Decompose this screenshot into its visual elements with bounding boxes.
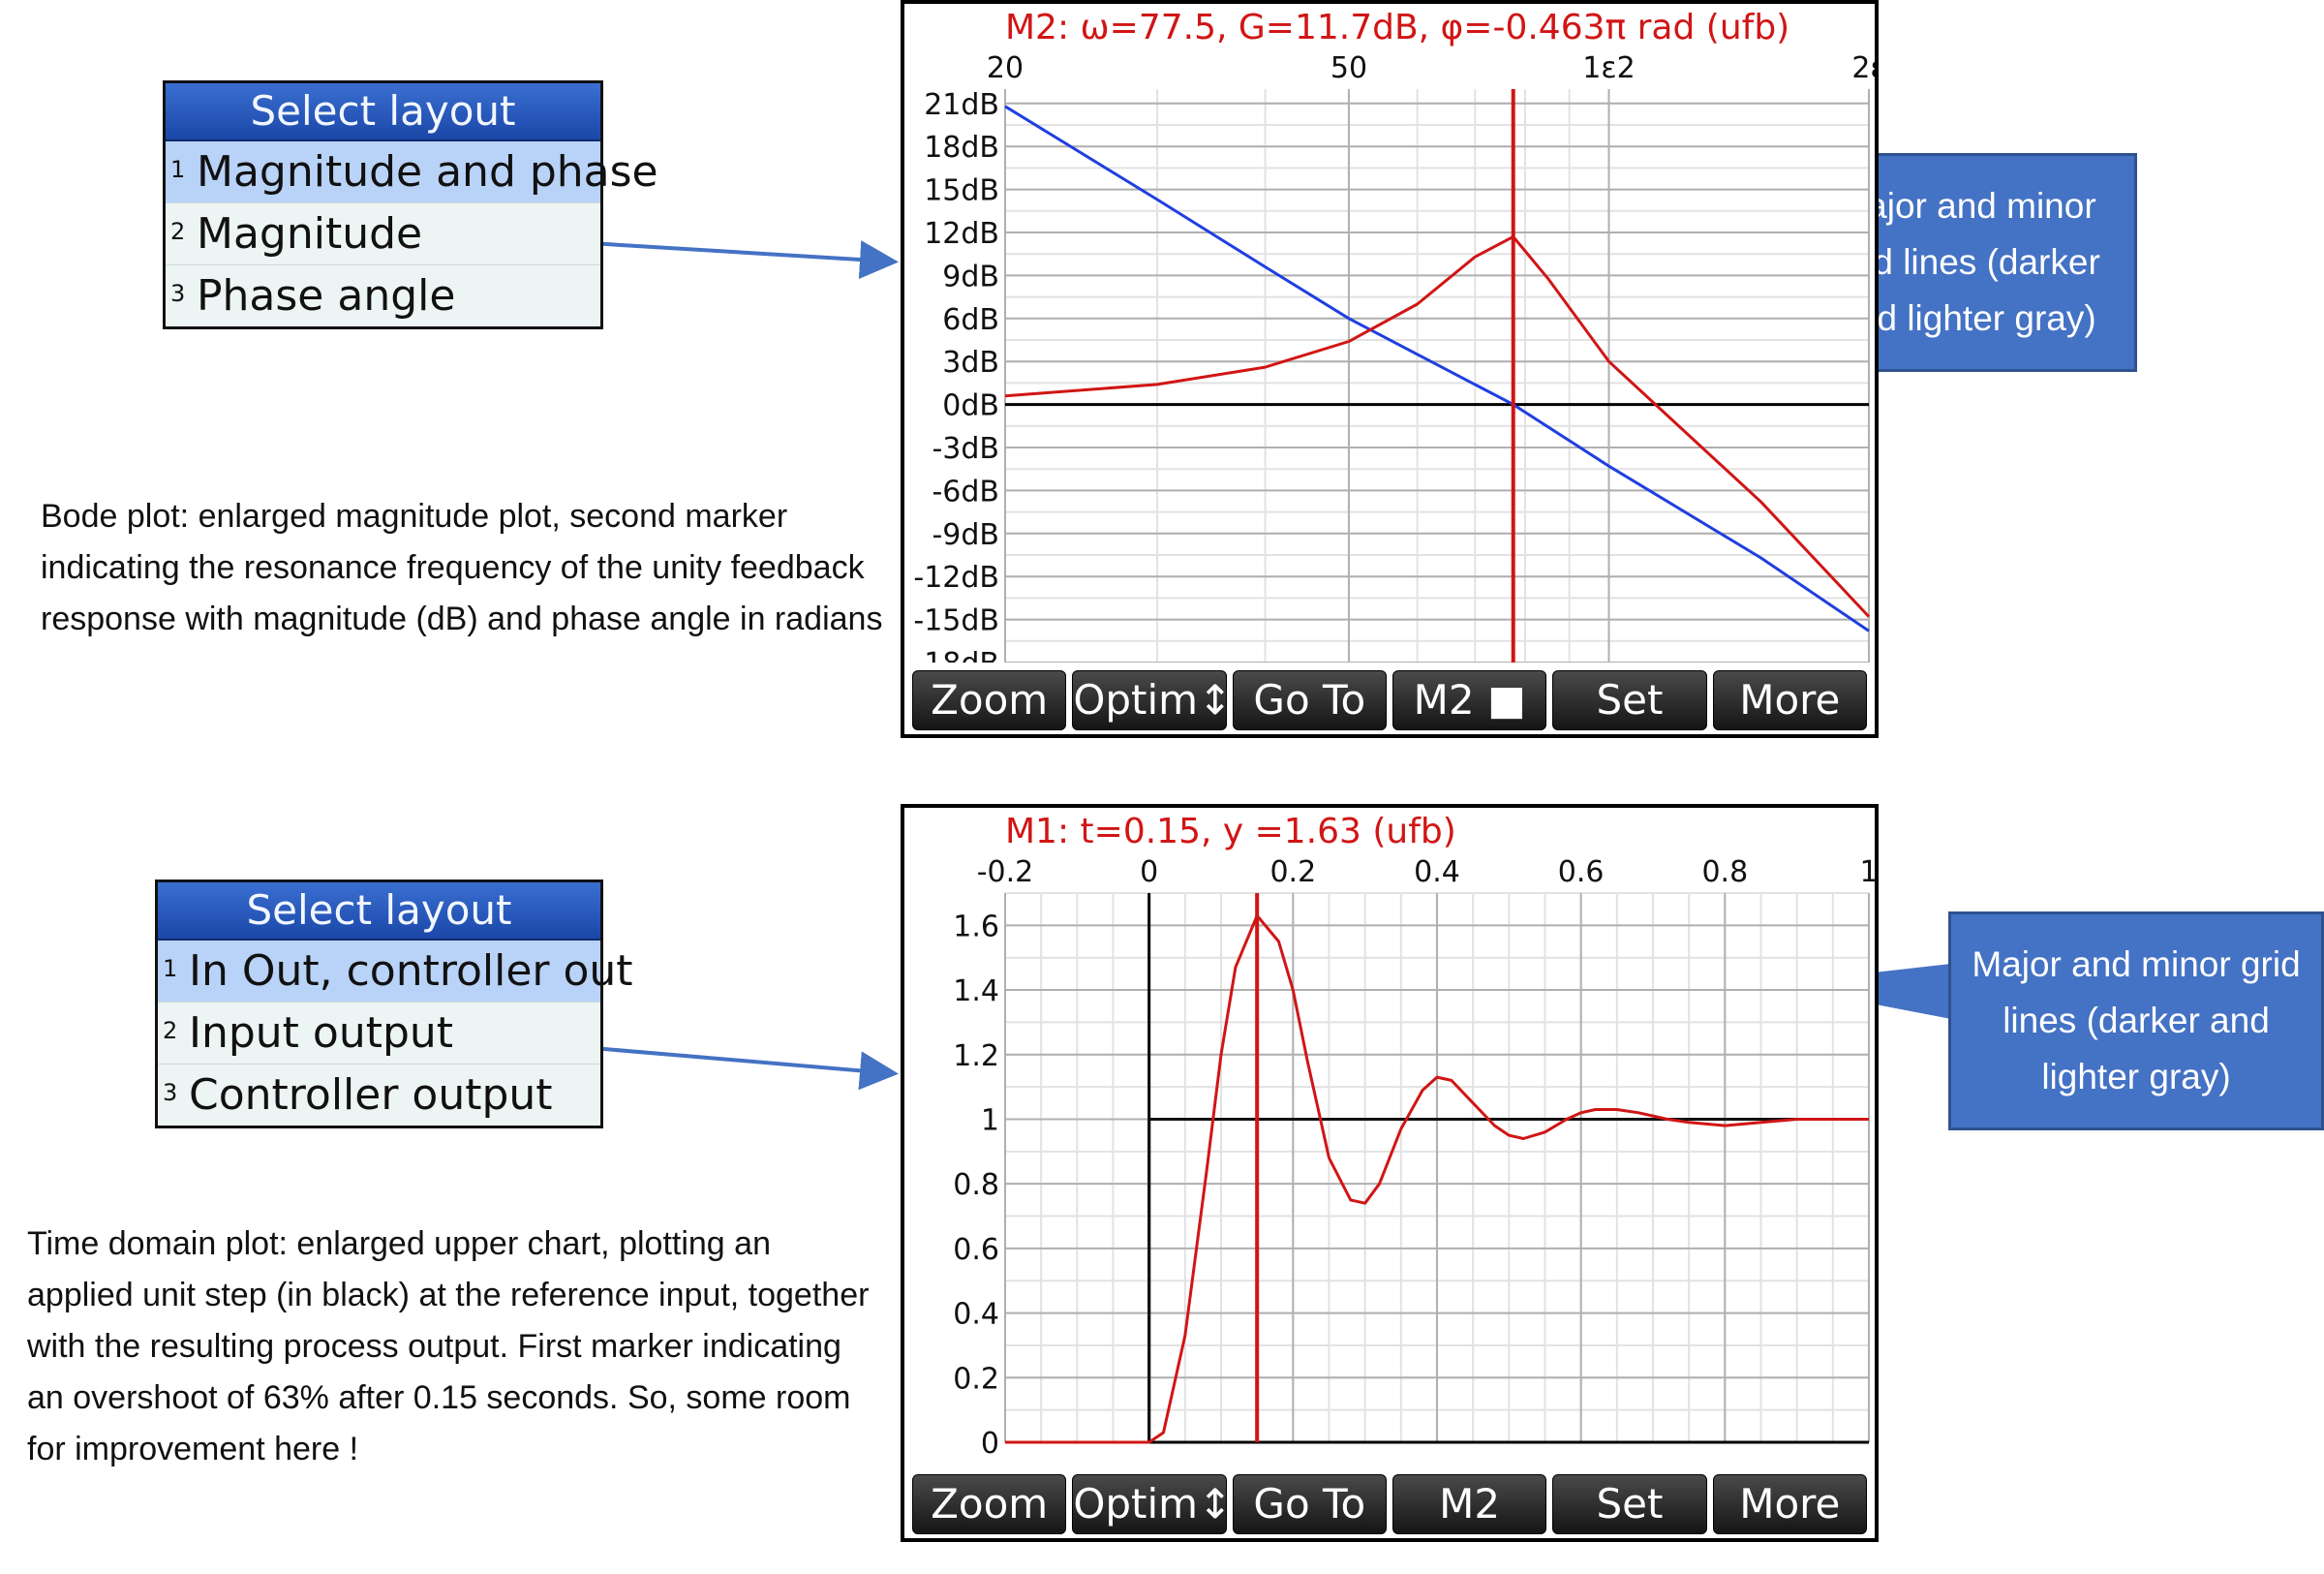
y-tick-label: -6dB	[932, 475, 999, 509]
menu-item-label: Magnitude and phase	[197, 147, 658, 197]
menu-item-label: Phase angle	[197, 271, 456, 321]
y-tick-label: 0dB	[942, 389, 999, 423]
x-tick-label: 2ε	[1851, 51, 1875, 85]
marker-readout: M1: t=0.15, y =1.63 (ufb)	[1005, 812, 1456, 851]
y-tick-label: 15dB	[924, 174, 999, 208]
callout-text: Major and minor grid lines (darker and l…	[1972, 944, 2301, 1096]
y-tick-label: 3dB	[942, 346, 999, 380]
y-tick-label: 18dB	[924, 131, 999, 165]
menu-item-number: 2	[163, 1017, 178, 1044]
y-tick-label: -15dB	[913, 604, 999, 638]
menu-title: Select layout	[158, 882, 600, 941]
menu-item-label: Input output	[189, 1008, 454, 1058]
menu-item-magnitude[interactable]: 2 Magnitude	[166, 203, 600, 265]
x-tick-label: 0.4	[1414, 855, 1460, 889]
y-tick-label: 1.2	[953, 1039, 999, 1073]
time-plot-screen: M1: t=0.15, y =1.63 (ufb) -0.2 0 0.2 0.4 0.6…	[901, 804, 1879, 1542]
menu-item-magnitude-and-phase[interactable]: 1 Magnitude and phase	[166, 141, 658, 203]
series-line-2	[1004, 234, 1871, 618]
menu-item-label: Controller output	[189, 1070, 553, 1120]
y-tick-label: 12dB	[924, 217, 999, 251]
set-button[interactable]: Set	[1552, 1474, 1707, 1534]
y-tick-label: -9dB	[932, 518, 999, 552]
menu-item-phase-angle[interactable]: 3 Phase angle	[166, 265, 600, 326]
marker-m2-button[interactable]: M2 ■	[1391, 670, 1547, 730]
bode-plot-screen: M2: ω=77.5, G=11.7dB, φ=-0.463π rad (ufb…	[901, 0, 1879, 738]
bode-magnitude-chart[interactable]: 20 50 1ε2 2ε 21dB 18dB 15dB 12dB 9dB 6dB 3dB 0dB -3d…	[904, 4, 1875, 663]
bode-layout-menu: Select layout 1 Magnitude and phase 2 Ma…	[163, 80, 658, 329]
y-tick-label: 9dB	[942, 260, 999, 293]
y-tick-label: 0.4	[953, 1298, 999, 1332]
y-tick-label: 6dB	[942, 303, 999, 337]
menu-item-input-output[interactable]: 2 Input output	[158, 1003, 600, 1065]
y-tick-label: 0.2	[953, 1362, 999, 1396]
series-line-2	[1005, 913, 1869, 1444]
y-tick-label: 0	[981, 1427, 999, 1461]
zoom-button[interactable]: Zoom	[912, 670, 1067, 730]
menu-title: Select layout	[166, 83, 600, 141]
menu-item-controller-output[interactable]: 3 Controller output	[158, 1065, 600, 1126]
menu-item-number: 1	[170, 156, 186, 183]
marker-readout: M2: ω=77.5, G=11.7dB, φ=-0.463π rad (ufb…	[1005, 8, 1790, 47]
menu-item-in-out-controller-out[interactable]: 1 In Out, controller out	[158, 941, 633, 1003]
optim-button[interactable]: Optim↕	[1072, 670, 1227, 730]
time-response-chart[interactable]: -0.2 0 0.2 0.4 0.6 0.8 1 1.6 1.4 1.2 1 0.8 0.6 0.4 0.2…	[904, 808, 1875, 1466]
x-tick-label: -0.2	[977, 855, 1034, 889]
y-tick-label: -18dB	[913, 647, 999, 663]
callout-text: Major and minor grid lines (darker and l…	[1833, 186, 2100, 338]
y-tick-label: -12dB	[913, 561, 999, 595]
y-tick-label: 1.4	[953, 974, 999, 1008]
x-tick-label: 50	[1330, 51, 1367, 85]
bode-caption: Bode plot: enlarged magnitude plot, seco…	[41, 498, 883, 637]
y-tick-label: 1	[981, 1103, 999, 1137]
x-tick-label: 0.2	[1269, 855, 1316, 889]
softkey-bar: Zoom Optim↕ Go To M2 Set More	[912, 1474, 1867, 1534]
optim-button[interactable]: Optim↕	[1072, 1474, 1227, 1534]
goto-button[interactable]: Go To	[1232, 1474, 1387, 1534]
y-tick-label: 21dB	[924, 88, 999, 122]
zoom-button[interactable]: Zoom	[912, 1474, 1067, 1534]
series-line-1	[1004, 105, 1870, 633]
menu-item-number: 3	[163, 1079, 178, 1106]
goto-button[interactable]: Go To	[1232, 670, 1387, 730]
menu-item-label: In Out, controller out	[189, 946, 633, 996]
y-tick-label: -3dB	[932, 432, 999, 466]
time-grid-callout: Major and minor grid lines (darker and l…	[1948, 911, 2324, 1130]
x-tick-label: 1	[1859, 855, 1875, 889]
x-tick-label: 0.6	[1558, 855, 1605, 889]
y-tick-label: 0.8	[953, 1168, 999, 1202]
more-button[interactable]: More	[1712, 1474, 1867, 1534]
menu-item-label: Magnitude	[197, 209, 423, 259]
menu-item-number: 1	[163, 955, 178, 982]
x-tick-label: 20	[987, 51, 1024, 85]
time-caption: Time domain plot: enlarged upper chart, …	[27, 1225, 870, 1467]
set-button[interactable]: Set	[1552, 670, 1707, 730]
more-button[interactable]: More	[1712, 670, 1867, 730]
softkey-bar: Zoom Optim↕ Go To M2 ■ Set More	[912, 670, 1867, 730]
y-tick-label: 1.6	[953, 910, 999, 943]
menu-item-number: 2	[170, 218, 186, 245]
menu-item-number: 3	[170, 280, 186, 307]
marker-m2-button[interactable]: M2	[1391, 1474, 1547, 1534]
y-tick-label: 0.6	[953, 1233, 999, 1267]
x-tick-label: 0.8	[1701, 855, 1748, 889]
time-layout-menu: Select layout 1 In Out, controller out 2…	[155, 880, 633, 1128]
x-tick-label: 1ε2	[1582, 51, 1635, 85]
x-tick-label: 0	[1140, 855, 1158, 889]
